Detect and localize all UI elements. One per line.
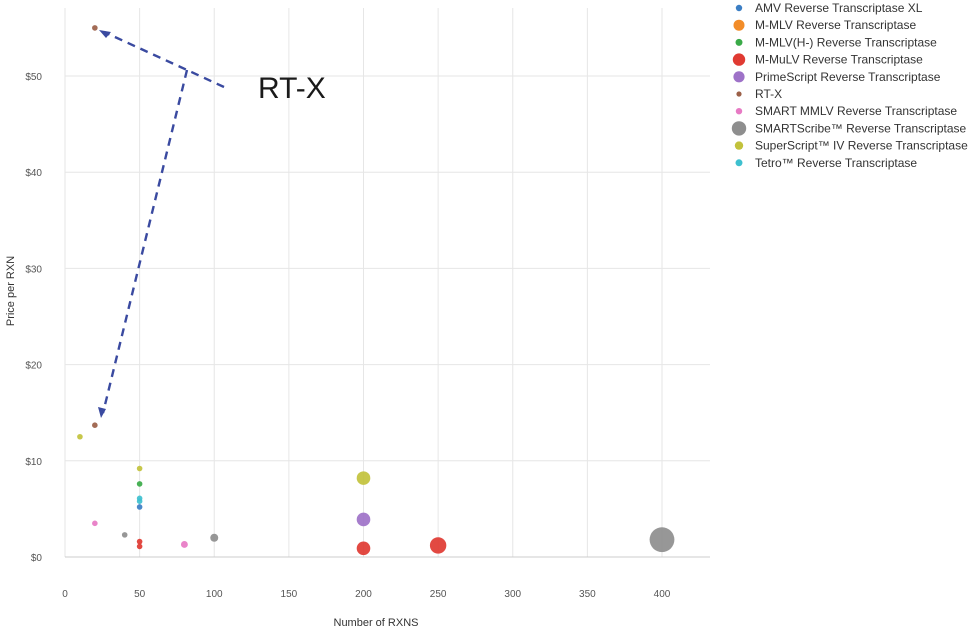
data-point xyxy=(356,512,371,527)
x-tick-label: 100 xyxy=(206,589,223,600)
data-point xyxy=(356,541,371,556)
x-tick-label: 0 xyxy=(62,589,68,600)
legend-label: M-MLV Reverse Transcriptase xyxy=(755,18,916,32)
data-point xyxy=(649,527,675,553)
data-point xyxy=(136,498,143,505)
legend-label: M-MuLV Reverse Transcriptase xyxy=(755,53,923,67)
legend-label: PrimeScript Reverse Transcriptase xyxy=(755,70,941,84)
legend-label: SMART MMLV Reverse Transcriptase xyxy=(755,104,957,118)
data-point xyxy=(356,471,371,485)
arrowhead-lower xyxy=(98,407,106,418)
data-point xyxy=(136,481,143,487)
data-point xyxy=(429,537,447,554)
y-tick-label: $30 xyxy=(25,264,42,275)
y-tick-label: $40 xyxy=(25,168,42,179)
grid-lines xyxy=(64,8,710,558)
legend-label: Tetro™ Reverse Transcriptase xyxy=(755,156,917,170)
data-point xyxy=(210,533,219,542)
annotation-arrow-upper xyxy=(103,30,225,89)
data-points xyxy=(77,25,675,556)
data-point xyxy=(92,422,98,429)
y-axis-title: Price per RXN xyxy=(5,256,17,326)
x-axis-title: Number of RXNS xyxy=(334,617,419,629)
x-tick-label: 50 xyxy=(134,589,146,600)
legend-label: SuperScript™ IV Reverse Transcriptase xyxy=(755,139,968,153)
x-tick-label: 150 xyxy=(281,589,298,600)
data-point xyxy=(180,541,188,548)
legend-label: M-MLV(H-) Reverse Transcriptase xyxy=(755,35,937,49)
data-point xyxy=(136,538,143,545)
y-axis: $0 $10 $20 $30 $40 $50 xyxy=(25,72,42,564)
y-tick-label: $0 xyxy=(31,553,43,564)
data-point xyxy=(92,25,98,31)
legend-marker xyxy=(735,38,743,46)
y-tick-label: $20 xyxy=(25,361,42,372)
legend-marker xyxy=(735,108,743,115)
annotation-arrow-lower xyxy=(101,69,189,414)
x-tick-label: 400 xyxy=(654,589,671,600)
legend-marker xyxy=(735,4,743,12)
x-tick-label: 250 xyxy=(430,589,447,600)
data-point xyxy=(136,504,143,510)
legend-marker xyxy=(732,53,746,66)
y-tick-label: $10 xyxy=(25,457,42,468)
legend-marker xyxy=(736,91,742,97)
x-tick-label: 350 xyxy=(579,589,596,600)
legend-label: AMV Reverse Transcriptase XL xyxy=(755,1,923,15)
y-tick-label: $50 xyxy=(25,72,42,83)
annotation-label: RT-X xyxy=(258,72,326,105)
legend-label: SMARTScribe™ Reverse Transcriptase xyxy=(755,121,967,135)
arrowhead-upper xyxy=(99,30,111,38)
x-tick-label: 300 xyxy=(504,589,521,600)
legend: AMV Reverse Transcriptase XL M-MLV Revers… xyxy=(731,1,968,170)
data-point xyxy=(136,465,143,472)
legend-marker xyxy=(731,121,747,136)
x-tick-label: 200 xyxy=(355,589,372,600)
x-axis: 0 50 100 150 200 250 300 350 400 xyxy=(62,589,671,600)
legend-marker xyxy=(733,19,745,31)
legend-marker xyxy=(733,71,745,83)
data-point xyxy=(136,543,143,550)
legend-marker xyxy=(734,141,744,150)
legend-marker xyxy=(735,159,743,167)
legend-label: RT-X xyxy=(755,87,782,101)
annotation: RT-X xyxy=(98,30,326,418)
data-point xyxy=(121,532,128,538)
data-point xyxy=(77,433,83,440)
data-point xyxy=(92,520,98,527)
